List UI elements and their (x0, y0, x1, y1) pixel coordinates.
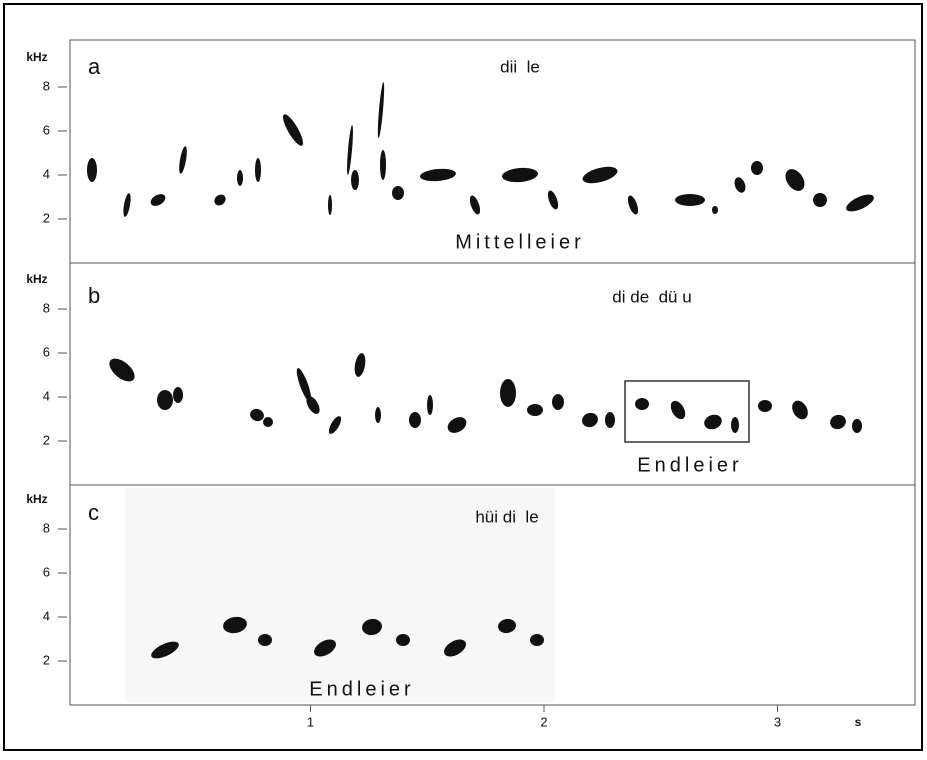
syllable-trace (263, 417, 273, 427)
syllable-trace (527, 404, 543, 416)
syllable-trace (258, 634, 272, 646)
syllable-trace (813, 193, 827, 207)
syllable-trace (547, 190, 559, 210)
y-tick-label: 6 (43, 564, 50, 579)
syllable-trace (354, 353, 366, 377)
x-axis-unit: s (855, 715, 862, 729)
syllable-trace (173, 387, 183, 403)
syllable-trace (785, 169, 805, 191)
syllable-trace (502, 167, 538, 183)
syllable-trace (237, 170, 243, 186)
highlight-box (624, 380, 750, 443)
annotation: Endleier (309, 678, 414, 700)
syllable-trace (375, 407, 381, 423)
syllable-trace (214, 194, 226, 206)
y-tick-label: 8 (43, 300, 50, 315)
syllable-trace (150, 194, 166, 206)
syllable-trace (469, 195, 481, 215)
plot-frame (69, 39, 916, 706)
syllable-trace (635, 398, 649, 410)
syllable-trace (500, 379, 516, 407)
panel-letter: a (88, 54, 101, 79)
syllable-trace (347, 125, 353, 175)
syllable-label: dii le (500, 57, 540, 76)
y-tick-label: 2 (43, 432, 50, 447)
syllable-label: hüi di le (475, 507, 538, 526)
syllable-trace (151, 641, 179, 659)
y-axis-unit: kHz (26, 272, 47, 286)
y-tick-label: 2 (43, 210, 50, 225)
panel-letter: b (88, 283, 100, 308)
syllable-trace (351, 170, 359, 190)
syllable-trace (734, 177, 746, 193)
y-tick-label: 8 (43, 520, 50, 535)
syllable-trace (296, 368, 312, 402)
syllable-trace (447, 417, 467, 433)
syllable-trace (498, 618, 516, 634)
syllable-trace (731, 417, 739, 433)
panel-letter: c (88, 500, 99, 525)
y-tick-label: 6 (43, 344, 50, 359)
spectrogram (87, 82, 874, 659)
y-tick-label: 2 (43, 652, 50, 667)
syllable-trace (846, 194, 874, 212)
syllable-trace (530, 634, 544, 646)
syllable-trace (179, 146, 187, 174)
y-tick-label: 4 (43, 166, 50, 181)
syllable-trace (306, 395, 320, 415)
syllable-trace (109, 358, 135, 382)
syllable-trace (830, 414, 846, 430)
y-tick-label: 6 (43, 122, 50, 137)
syllable-trace (362, 618, 382, 636)
syllable-trace (582, 166, 618, 184)
syllable-trace (223, 616, 247, 634)
syllable-trace (377, 82, 385, 138)
syllable-trace (283, 114, 303, 146)
syllable-trace (605, 412, 615, 428)
syllable-trace (123, 193, 131, 217)
y-tick-label: 4 (43, 608, 50, 623)
syllable-trace (380, 150, 386, 180)
syllable-trace (704, 414, 722, 430)
y-axis-unit: kHz (26, 50, 47, 64)
x-tick-label: 3 (774, 714, 781, 729)
annotation: Mittelleier (455, 231, 585, 253)
syllable-trace (328, 195, 332, 215)
syllable-trace (157, 390, 173, 410)
syllable-trace (552, 394, 564, 410)
annotation: Endleier (637, 454, 742, 476)
syllable-trace (675, 194, 705, 206)
y-tick-label: 4 (43, 388, 50, 403)
syllable-trace (409, 412, 421, 428)
syllable-trace (255, 158, 261, 182)
x-tick-label: 2 (540, 714, 547, 729)
syllable-trace (420, 168, 456, 182)
y-tick-label: 8 (43, 78, 50, 93)
syllable-trace (427, 395, 433, 415)
syllable-trace (87, 158, 97, 182)
syllable-trace (314, 639, 336, 657)
syllable-trace (670, 400, 686, 420)
spectrogram-background (125, 488, 555, 702)
syllable-trace (712, 206, 718, 214)
syllable-trace (328, 416, 342, 434)
syllable-trace (792, 400, 808, 420)
syllable-trace (396, 634, 410, 646)
syllable-trace (392, 186, 404, 200)
syllable-trace (582, 412, 598, 428)
syllable-trace (444, 639, 466, 657)
syllable-trace (250, 408, 264, 422)
syllable-trace (852, 419, 862, 433)
y-axis-unit: kHz (26, 492, 47, 506)
syllable-label: di de dü u (612, 287, 691, 306)
syllable-trace (758, 400, 772, 412)
syllable-trace (751, 161, 763, 175)
x-tick-label: 1 (307, 714, 314, 729)
syllable-trace (627, 195, 639, 215)
